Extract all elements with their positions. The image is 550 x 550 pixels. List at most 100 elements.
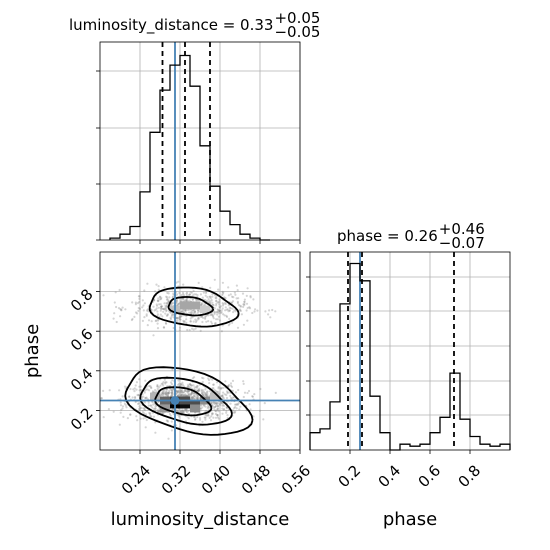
- scatter-point: [218, 298, 221, 301]
- truth-point: [170, 396, 180, 405]
- scatter-point: [185, 309, 188, 312]
- scatter-point: [120, 408, 123, 411]
- scatter-point: [223, 314, 226, 317]
- scatter-point: [201, 391, 204, 394]
- scatter-point: [166, 298, 169, 301]
- scatter-point: [242, 303, 245, 306]
- scatter-point: [189, 383, 192, 386]
- scatter-point: [208, 390, 211, 393]
- scatter-point: [143, 391, 146, 394]
- scatter-point: [207, 413, 210, 417]
- scatter-point: [143, 302, 146, 305]
- scatter-point: [224, 306, 227, 309]
- scatter-point: [207, 298, 210, 301]
- scatter-point: [222, 396, 225, 399]
- scatter-point: [152, 305, 155, 308]
- scatter-point: [231, 300, 235, 303]
- scatter-point: [149, 415, 152, 418]
- scatter-point: [196, 389, 199, 392]
- scatter-point: [210, 415, 213, 418]
- scatter-point: [161, 392, 164, 395]
- scatter-point: [197, 397, 200, 400]
- scatter-point: [156, 385, 159, 388]
- scatter-point: [176, 300, 179, 303]
- scatter-point: [180, 393, 183, 396]
- scatter-point: [219, 395, 222, 398]
- scatter-point: [184, 309, 187, 312]
- scatter-point: [113, 312, 116, 315]
- x-axis-label-distance: luminosity_distance: [111, 509, 290, 530]
- scatter-point: [164, 392, 167, 395]
- hist-phase: [309, 262, 511, 451]
- scatter-point: [234, 403, 237, 406]
- scatter-point: [194, 418, 197, 421]
- scatter-point: [156, 310, 159, 313]
- scatter-point: [179, 318, 182, 321]
- scatter-point: [160, 296, 163, 299]
- scatter-point: [213, 408, 216, 411]
- scatter-point: [177, 379, 180, 382]
- scatter-point: [243, 300, 246, 303]
- scatter-point: [157, 299, 160, 302]
- scatter-point: [138, 378, 141, 381]
- scatter-point: [187, 390, 191, 393]
- scatter-point: [193, 392, 196, 395]
- scatter-point: [201, 406, 204, 409]
- scatter-point: [154, 407, 157, 410]
- scatter-point: [213, 278, 216, 281]
- scatter-point: [193, 397, 197, 400]
- scatter-point: [246, 391, 249, 395]
- scatter-point: [218, 303, 221, 306]
- scatter-point: [203, 392, 206, 395]
- scatter-point: [214, 404, 217, 408]
- scatter-point: [166, 313, 169, 316]
- scatter-point: [196, 299, 199, 302]
- scatter-point: [243, 300, 246, 303]
- scatter-point: [227, 294, 230, 297]
- scatter-point: [177, 316, 180, 320]
- scatter-point: [151, 406, 154, 409]
- scatter-point: [199, 329, 202, 332]
- scatter-point: [212, 383, 215, 386]
- scatter-point: [212, 383, 215, 386]
- scatter-point: [165, 309, 168, 313]
- scatter-point: [210, 313, 213, 316]
- scatter-point: [197, 389, 201, 392]
- contour-lower-middle: [139, 376, 233, 426]
- scatter-point: [190, 393, 193, 396]
- scatter-point: [208, 379, 211, 382]
- scatter-point: [221, 394, 224, 397]
- scatter-point: [213, 312, 216, 315]
- scatter-point: [216, 301, 219, 304]
- scatter-point: [219, 402, 223, 405]
- scatter-point: [200, 302, 203, 306]
- scatter-point: [239, 304, 242, 307]
- scatter-point: [170, 383, 174, 386]
- scatter-point: [159, 313, 162, 316]
- scatter-point: [176, 390, 179, 393]
- scatter-point: [180, 311, 183, 314]
- scatter-point: [233, 407, 236, 410]
- scatter-point: [221, 412, 224, 415]
- scatter-point: [143, 409, 147, 412]
- scatter-point: [241, 292, 245, 295]
- scatter-point: [156, 409, 159, 412]
- scatter-point: [214, 402, 217, 405]
- scatter-point: [192, 309, 195, 312]
- scatter-point: [154, 319, 157, 323]
- scatter-point: [115, 305, 118, 309]
- scatter-point: [191, 298, 194, 301]
- scatter-point: [170, 394, 173, 397]
- scatter-point: [171, 295, 175, 298]
- scatter-point: [189, 397, 192, 400]
- scatter-point: [183, 320, 186, 323]
- scatter-point: [225, 406, 228, 409]
- scatter-point: [267, 313, 270, 316]
- scatter-point: [190, 392, 193, 395]
- scatter-point: [188, 329, 191, 332]
- scatter-point: [190, 291, 193, 294]
- title-phase: phase = 0.26 +0.46−0.07: [337, 220, 485, 252]
- scatter-point: [228, 309, 231, 312]
- scatter-point: [208, 300, 211, 303]
- scatter-point: [194, 310, 197, 313]
